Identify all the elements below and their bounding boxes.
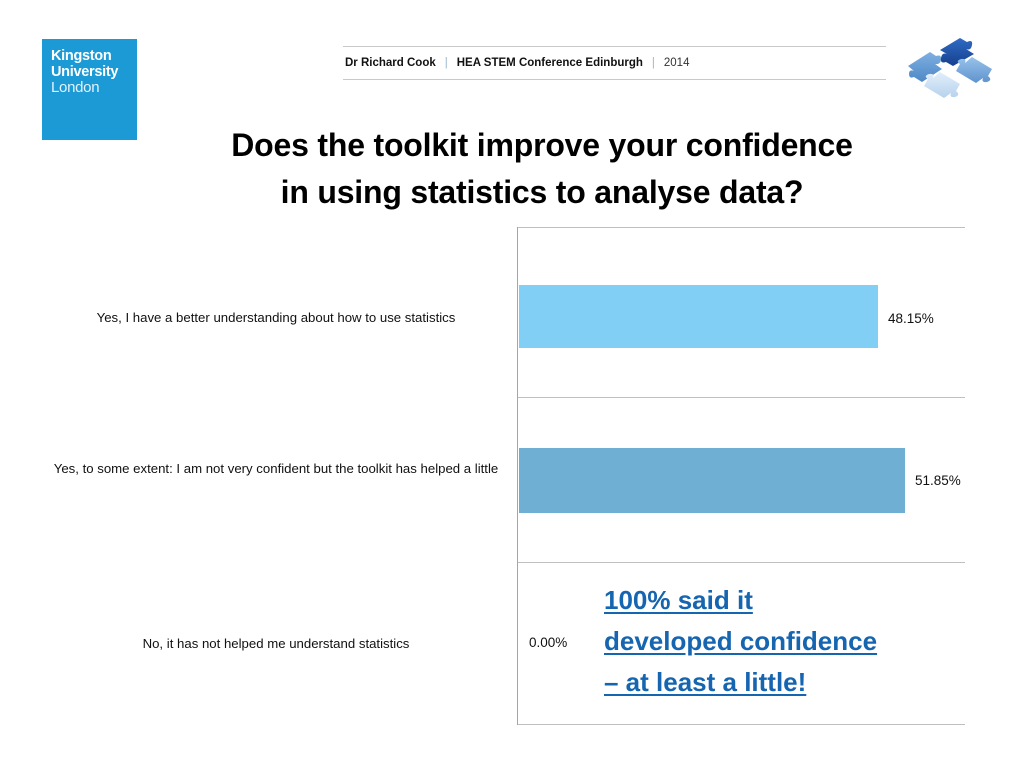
logo-line-kingston: Kingston (51, 48, 112, 64)
category-label-1: Yes, to some extent: I am not very confi… (53, 461, 499, 476)
logo-line-university: University (51, 64, 119, 80)
header-rule-top (343, 46, 886, 47)
callout-text-2: developed confidence (604, 626, 878, 656)
chart-gridline-2 (518, 562, 965, 563)
callout-text-3: – at least a little! (604, 667, 807, 697)
bar-1 (519, 448, 905, 513)
callout-line-3: – at least a little! (604, 662, 974, 703)
bar-chart: 48.15% 51.85% 0.00% (517, 227, 965, 725)
logo-line-london: London (51, 79, 100, 96)
page-title-line-2: in using statistics to analyse data? (280, 174, 804, 210)
page-title-line-1: Does the toolkit improve your confidence (231, 127, 853, 163)
callout-line-1: 100% said it (604, 580, 974, 621)
bar-value-0: 48.15% (888, 311, 934, 326)
header-separator-1: | (444, 57, 448, 69)
header-separator-2: | (651, 57, 655, 69)
bar-0 (519, 285, 878, 348)
slide-header: Dr Richard Cook | HEA STEM Conference Ed… (343, 46, 886, 80)
chart-gridline-top (518, 227, 965, 228)
kingston-university-logo: Kingston University London (42, 39, 137, 140)
chart-gridline-1 (518, 397, 965, 398)
puzzle-pieces-icon (896, 30, 1014, 118)
callout-annotation: 100% said it developed confidence – at l… (604, 580, 974, 703)
header-meta: Dr Richard Cook | HEA STEM Conference Ed… (343, 47, 886, 79)
bar-value-1: 51.85% (915, 473, 961, 488)
callout-line-2: developed confidence (604, 621, 974, 662)
category-label-2: No, it has not helped me understand stat… (142, 636, 410, 651)
category-label-0: Yes, I have a better understanding about… (96, 310, 456, 325)
header-author: Dr Richard Cook (345, 57, 436, 69)
header-rule-bottom (343, 79, 886, 80)
header-conference: HEA STEM Conference Edinburgh (456, 57, 643, 69)
callout-text-1: 100% said it (604, 585, 753, 615)
chart-gridline-bottom (518, 724, 965, 725)
header-year: 2014 (663, 57, 690, 69)
page-title: Does the toolkit improve your confidence… (112, 122, 972, 216)
bar-value-2: 0.00% (529, 635, 568, 650)
